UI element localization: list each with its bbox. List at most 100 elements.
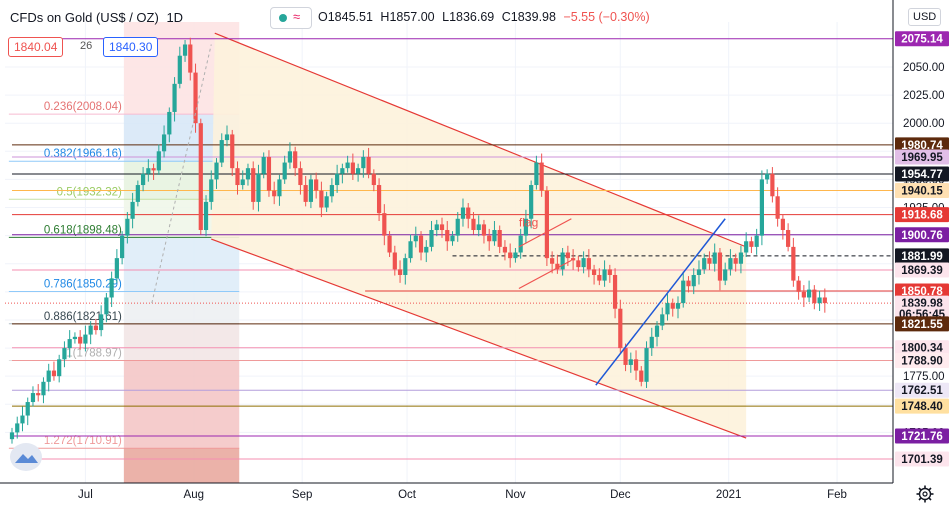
candle-body: [665, 303, 670, 315]
chart-header: CFDs on Gold (US$ / OZ) 1D: [10, 10, 183, 25]
x-tick-label: 2021: [716, 489, 742, 501]
candle-body: [660, 314, 665, 326]
candle-body: [356, 168, 361, 174]
candle-body: [712, 252, 717, 264]
candle-body: [135, 185, 140, 202]
candle-body: [691, 274, 696, 287]
fib-zone: [123, 237, 240, 292]
currency-button[interactable]: USD: [908, 8, 942, 26]
candle-body: [99, 314, 104, 331]
candle-body: [25, 402, 30, 416]
price-label-box: [895, 398, 949, 414]
candle-body: [628, 359, 633, 365]
interval-label[interactable]: 1D: [166, 10, 184, 25]
price-label: 1721.76: [901, 431, 943, 443]
sell-price-button[interactable]: 1840.04: [8, 37, 64, 57]
candle-body: [434, 224, 439, 231]
candle-body: [744, 241, 749, 253]
candle-body: [812, 289, 817, 304]
uptrend-line: [595, 218, 726, 386]
candle-body: [445, 230, 450, 242]
price-label: 1800.34: [901, 343, 943, 355]
price-label: 1954.77: [901, 169, 943, 181]
candle-body: [387, 235, 392, 253]
indicator-button[interactable]: ≈: [270, 7, 312, 29]
candle-body: [345, 162, 350, 169]
candle-body: [765, 173, 770, 180]
price-label-box: [895, 262, 949, 278]
x-tick-label: Dec: [610, 489, 631, 501]
candle-body: [770, 173, 775, 197]
candle-body: [350, 162, 355, 174]
candle-body: [245, 168, 251, 180]
price-label-box: [895, 31, 949, 47]
candle-body: [214, 162, 219, 180]
candle-body: [413, 235, 418, 242]
settings-gear-icon[interactable]: [915, 484, 935, 504]
price-label: 1900.76: [901, 230, 943, 242]
price-label-box: [895, 149, 949, 165]
price-label-box: [895, 340, 949, 356]
candle-body: [560, 252, 565, 270]
candle-body: [72, 336, 78, 340]
price-label: 1980.74: [901, 140, 943, 152]
candle-body: [251, 168, 256, 202]
candle-body: [591, 269, 597, 275]
candle-body: [93, 325, 98, 331]
candle-body: [550, 258, 555, 264]
candle-body: [177, 55, 182, 84]
candle-body: [775, 196, 780, 219]
fib-trend-line: [151, 44, 212, 304]
candle-body: [230, 134, 235, 169]
fib-level-label: 1(1788.97): [66, 347, 122, 359]
price-label-box: [895, 182, 949, 198]
low-value: 1836.69: [449, 10, 495, 24]
candle-body: [544, 190, 549, 259]
candle-body: [146, 168, 151, 174]
candle-body: [738, 252, 744, 264]
x-tick-label: Jul: [78, 489, 93, 501]
candle-body: [639, 370, 644, 382]
candle-body: [513, 252, 518, 259]
change-value: −5.55 (−0.30%): [563, 10, 650, 24]
candle-body: [298, 168, 303, 186]
logo-icon[interactable]: [10, 443, 42, 471]
candle-body: [728, 258, 733, 270]
candle-body: [649, 336, 654, 349]
drawings[interactable]: flag: [151, 44, 726, 386]
candle-body: [78, 336, 83, 344]
candle-body: [571, 258, 576, 261]
candle-body: [817, 297, 822, 304]
price-label: 1869.39: [901, 265, 943, 277]
candle-body: [261, 156, 266, 174]
candle-body: [565, 252, 570, 259]
candle-body: [508, 252, 513, 259]
price-label: 1701.39: [901, 454, 943, 466]
x-tick-label: Aug: [184, 489, 204, 501]
flag-label: flag: [519, 216, 538, 230]
candle-body: [502, 246, 508, 253]
candle-body: [418, 235, 424, 253]
candle-body: [523, 218, 529, 236]
candle-body: [455, 218, 460, 236]
open-value: 1845.51: [327, 10, 373, 24]
x-tick-label: Feb: [827, 489, 847, 501]
price-label-box: [895, 353, 949, 369]
candle-body: [618, 308, 623, 349]
price-label-box: [895, 137, 949, 153]
candle-body: [733, 258, 738, 264]
candle-body: [481, 224, 487, 236]
candle-body: [581, 258, 586, 268]
candle-body: [376, 185, 382, 214]
candle-body: [15, 423, 20, 433]
high-value: 1857.00: [389, 10, 435, 24]
candle-body: [120, 235, 125, 259]
buy-price-button[interactable]: 1840.30: [103, 37, 159, 57]
candle-body: [539, 162, 544, 191]
candle-body: [397, 269, 403, 275]
candle-body: [612, 274, 618, 309]
candle-body: [822, 297, 827, 304]
symbol-title[interactable]: CFDs on Gold (US$ / OZ): [10, 10, 159, 25]
wave-icon: ≈: [293, 9, 301, 24]
